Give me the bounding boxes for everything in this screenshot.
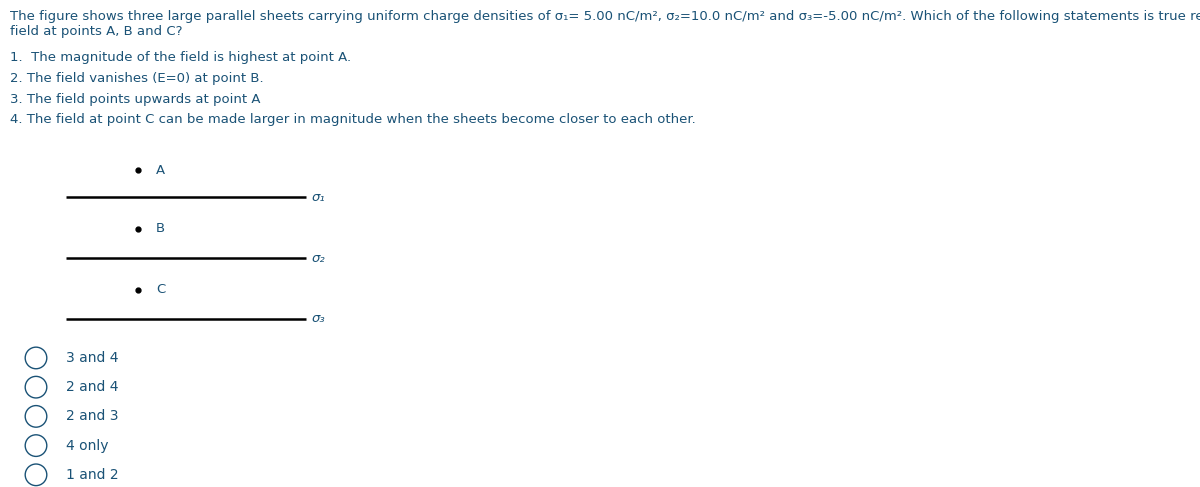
Text: field at points A, B and C?: field at points A, B and C? bbox=[10, 25, 182, 38]
Text: 3. The field points upwards at point A: 3. The field points upwards at point A bbox=[10, 93, 260, 106]
Text: σ₂: σ₂ bbox=[312, 252, 325, 264]
Text: 1.  The magnitude of the field is highest at point A.: 1. The magnitude of the field is highest… bbox=[10, 51, 350, 64]
Text: 4 only: 4 only bbox=[66, 439, 108, 452]
Text: 2 and 3: 2 and 3 bbox=[66, 410, 119, 423]
Text: σ₃: σ₃ bbox=[312, 313, 325, 325]
Text: 2 and 4: 2 and 4 bbox=[66, 380, 119, 394]
Text: A: A bbox=[156, 164, 166, 177]
Text: B: B bbox=[156, 223, 166, 235]
Text: 2. The field vanishes (E=0) at point B.: 2. The field vanishes (E=0) at point B. bbox=[10, 72, 263, 85]
Text: The figure shows three large parallel sheets carrying uniform charge densities o: The figure shows three large parallel sh… bbox=[10, 10, 1200, 23]
Text: 1 and 2: 1 and 2 bbox=[66, 468, 119, 482]
Text: 4. The field at point C can be made larger in magnitude when the sheets become c: 4. The field at point C can be made larg… bbox=[10, 113, 695, 126]
Text: σ₁: σ₁ bbox=[312, 191, 325, 204]
Text: 3 and 4: 3 and 4 bbox=[66, 351, 119, 365]
Text: C: C bbox=[156, 283, 166, 296]
